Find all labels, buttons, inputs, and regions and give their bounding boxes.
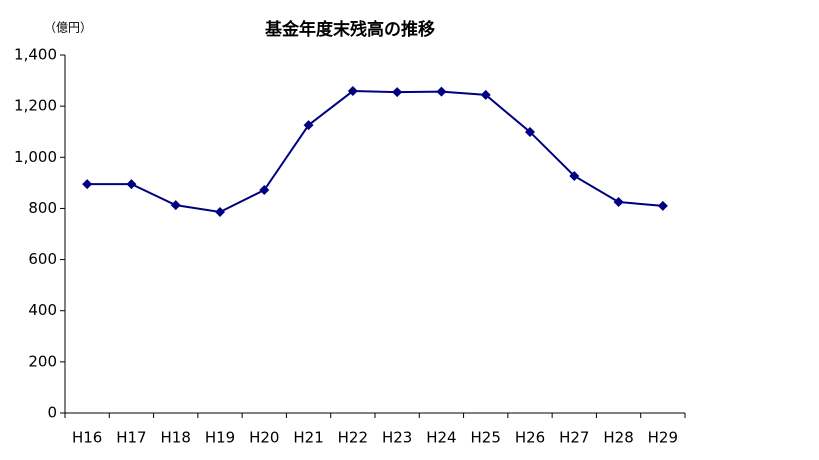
y-tick-label: 0 — [47, 404, 57, 422]
x-tick-label: H25 — [471, 429, 501, 447]
data-line — [87, 90, 663, 214]
data-point — [392, 87, 403, 98]
y-tick-label: 600 — [28, 250, 57, 268]
data-point — [569, 170, 580, 181]
x-tick-label: H18 — [161, 429, 191, 447]
data-point — [82, 179, 93, 190]
y-tick-label: 200 — [28, 352, 57, 370]
data-point — [215, 207, 225, 218]
x-tick-label: H20 — [249, 429, 279, 447]
x-tick-label: H21 — [293, 429, 323, 447]
data-point — [436, 86, 447, 97]
y-tick-label: 800 — [28, 199, 57, 217]
x-tick-label: H22 — [338, 429, 368, 447]
x-tick-label: H28 — [603, 429, 633, 447]
data-point — [170, 200, 181, 211]
x-tick-label: H17 — [116, 429, 146, 447]
data-point — [259, 185, 270, 196]
chart-title: 基金年度末残高の推移 — [264, 19, 435, 40]
y-tick-label: 1,000 — [14, 148, 57, 166]
x-tick-label: H24 — [426, 429, 456, 447]
x-tick-label: H27 — [559, 429, 589, 447]
x-tick-label: H26 — [515, 429, 545, 447]
data-point — [613, 197, 624, 208]
y-unit-label: （億円） — [44, 21, 92, 35]
data-point — [126, 179, 137, 190]
x-tick-label: H29 — [648, 429, 678, 447]
x-tick-label: H19 — [205, 429, 235, 447]
data-point — [525, 126, 535, 137]
x-tick-label: H16 — [72, 429, 102, 447]
data-point — [480, 89, 491, 100]
y-tick-label: 1,400 — [14, 46, 57, 64]
data-point — [303, 120, 314, 131]
y-tick-label: 400 — [28, 301, 57, 319]
data-point — [347, 86, 358, 97]
y-tick-label: 1,200 — [14, 97, 57, 115]
data-point — [657, 200, 668, 211]
x-tick-label: H23 — [382, 429, 412, 447]
